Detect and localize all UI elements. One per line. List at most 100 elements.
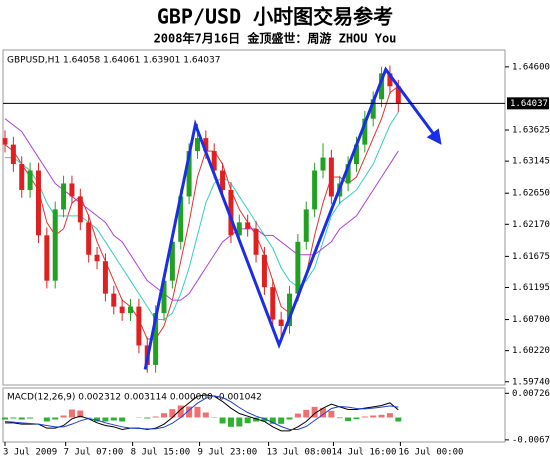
- macd-histogram-bar: [60, 415, 67, 418]
- candle-body: [211, 151, 217, 171]
- x-tick-label: 3 Jul 2009: [3, 448, 57, 458]
- candle-body: [69, 183, 75, 197]
- macd-histogram-bar: [186, 406, 193, 418]
- macd-histogram-bar: [278, 417, 285, 424]
- candle-body: [287, 293, 293, 327]
- macd-histogram-bar: [370, 415, 377, 418]
- candle-body: [395, 86, 401, 104]
- macd-histogram-bar: [43, 417, 50, 422]
- candle-body: [236, 222, 242, 236]
- y-tick-label: 1.61195: [512, 283, 550, 293]
- y-tick-label: 1.63145: [512, 157, 550, 167]
- candle-body: [2, 138, 8, 145]
- macd-histogram-bar: [152, 416, 159, 418]
- macd-histogram-bar: [361, 416, 368, 418]
- candle-body: [111, 293, 117, 307]
- macd-y-tick-label: 0.007268: [512, 389, 550, 399]
- macd-histogram-bar: [303, 409, 310, 418]
- moving-average: [5, 111, 399, 321]
- y-tick-label: 1.62170: [512, 220, 550, 230]
- candle-body: [186, 151, 192, 197]
- candle-body: [44, 235, 50, 281]
- zigzag: [143, 66, 442, 370]
- y-tick-label: 1.63625: [512, 126, 550, 136]
- macd-histogram-bar: [261, 417, 268, 422]
- candle-body: [102, 261, 108, 294]
- candle-body: [136, 306, 142, 346]
- macd-histogram-bar: [77, 410, 84, 418]
- candle-body: [35, 170, 41, 236]
- candle-body: [169, 241, 175, 281]
- macd-y-tick-label: -0.00672: [512, 435, 550, 445]
- macd-histogram-bar: [286, 417, 293, 420]
- macd-histogram-bar: [236, 417, 243, 427]
- macd-histogram-bar: [102, 417, 109, 422]
- macd-histogram-bar: [169, 409, 176, 418]
- candle-body: [379, 73, 385, 100]
- candle-body: [278, 319, 284, 327]
- macd-histogram-bar: [10, 417, 17, 419]
- candle-body: [52, 209, 58, 281]
- info-text: GBPUSD,H1 1.64058 1.64061 1.63901 1.6403…: [7, 56, 220, 66]
- y-tick-label: 1.59740: [512, 377, 550, 387]
- candle-body: [320, 157, 326, 171]
- candle-body: [328, 157, 334, 197]
- candle-body: [245, 222, 251, 229]
- macd-histogram-bar: [345, 417, 352, 422]
- candle-body: [178, 196, 184, 242]
- macd-histogram-bar: [269, 417, 276, 424]
- price-panel: [2, 49, 506, 386]
- x-tick-label: 8 Jul 15:00: [131, 448, 191, 458]
- candle-body: [220, 170, 226, 190]
- macd-histogram-bar: [94, 417, 101, 422]
- chart-subtitle: 2008年7月16日 金顶盛世：周游 ZHOU You: [154, 31, 397, 46]
- macd-histogram-bar: [395, 417, 402, 422]
- candle-body: [161, 280, 167, 314]
- macd-histogram-bar: [244, 417, 251, 424]
- chart-title: GBP/USD 小时图交易参考: [157, 5, 393, 29]
- candle-body: [253, 228, 259, 255]
- macd-histogram-bar: [311, 406, 318, 418]
- macd-histogram-bar: [294, 413, 301, 418]
- macd-histogram-bar: [378, 414, 385, 418]
- macd-line: [5, 394, 399, 432]
- macd-histogram-bar: [177, 405, 184, 418]
- macd-histogram-bar: [144, 417, 151, 419]
- macd-histogram-bar: [160, 413, 167, 418]
- y-tick-label: 1.62650: [512, 189, 550, 199]
- macd-histogram-bar: [319, 408, 326, 418]
- candle-body: [10, 144, 16, 165]
- candle-body: [86, 222, 92, 255]
- candle-body: [153, 313, 159, 365]
- candle-body: [194, 138, 200, 152]
- x-tick-label: 9 Jul 23:00: [198, 448, 258, 458]
- macd-histogram-bar: [110, 417, 117, 421]
- macd-histogram-bar: [353, 417, 360, 420]
- candle-body: [119, 306, 125, 314]
- macd-histogram-bar: [2, 417, 8, 420]
- macd-line: [4, 395, 399, 430]
- macd-histogram-bar: [119, 417, 126, 422]
- candle-body: [353, 144, 359, 165]
- macd-histogram-bar: [18, 417, 25, 420]
- x-tick-label: 14 Jul 16:00: [331, 448, 396, 458]
- y-tick-label: 1.61675: [512, 252, 550, 262]
- candle-body: [362, 118, 368, 145]
- candle-body: [261, 254, 267, 288]
- y-tick-label: 1.60220: [512, 346, 550, 356]
- macd-histogram-bar: [202, 412, 209, 418]
- macd-histogram-bar: [194, 406, 201, 418]
- candle-body: [94, 254, 100, 262]
- candle-body: [77, 196, 83, 223]
- candle-body: [370, 99, 376, 119]
- candle-body: [27, 170, 33, 190]
- candle-body: [19, 164, 25, 190]
- candle-body: [303, 209, 309, 242]
- macd-histogram-bar: [52, 417, 59, 420]
- macd-histogram-bar: [386, 413, 393, 418]
- current-price-box: [507, 97, 549, 110]
- macd-histogram-bar: [328, 410, 335, 418]
- candle-body: [228, 189, 234, 236]
- candle-body: [387, 73, 393, 87]
